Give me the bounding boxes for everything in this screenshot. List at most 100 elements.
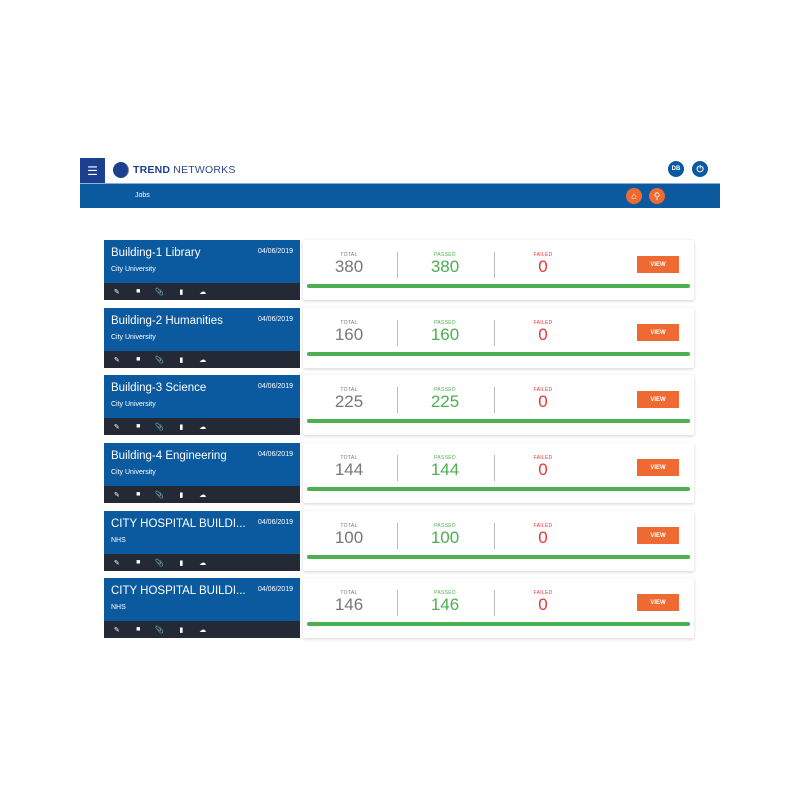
breadcrumb-jobs[interactable]: Jobs	[135, 192, 150, 199]
failed-stat: FAILED 0	[508, 590, 578, 613]
job-header[interactable]: CITY HOSPITAL BUILDI... NHS 04/06/2019 ✎…	[104, 578, 300, 638]
total-value: 380	[334, 257, 364, 276]
document-icon[interactable]: ■	[136, 356, 141, 363]
view-button[interactable]: VIEW	[637, 391, 679, 408]
total-label: TOTAL	[340, 252, 358, 258]
job-organization: City University	[111, 469, 156, 476]
job-header[interactable]: Building-1 Library City University 04/06…	[104, 240, 300, 300]
view-button[interactable]: VIEW	[637, 324, 679, 341]
job-row: Building-3 Science City University 04/06…	[104, 375, 694, 435]
view-button[interactable]: VIEW	[637, 527, 679, 544]
job-actions: ✎ ■ 📎 ▮ ☁	[104, 418, 300, 435]
edit-icon[interactable]: ✎	[113, 356, 120, 364]
progress-bar	[307, 555, 690, 559]
attachment-icon[interactable]: 📎	[155, 559, 165, 567]
menu-icon[interactable]: ☰	[80, 158, 105, 183]
edit-icon[interactable]: ✎	[113, 626, 120, 634]
total-stat: TOTAL 100	[314, 523, 384, 546]
network-logo-icon	[113, 162, 129, 178]
attachment-icon[interactable]: 📎	[155, 491, 165, 499]
delete-icon[interactable]: ▮	[179, 356, 184, 364]
failed-label: FAILED	[533, 252, 553, 258]
view-button[interactable]: VIEW	[637, 459, 679, 476]
search-icon[interactable]: ⚲	[649, 188, 665, 204]
total-value: 160	[334, 325, 364, 344]
cloud-upload-icon[interactable]: ☁	[199, 559, 207, 567]
job-name: Building-3 Science	[111, 382, 207, 394]
brand-rest: NETWORKS	[170, 164, 236, 176]
divider	[397, 252, 398, 278]
job-stats-card: TOTAL 225 PASSED 225 FAILED 0 VIEW	[303, 375, 694, 435]
passed-stat: PASSED 380	[410, 252, 480, 275]
passed-label: PASSED	[434, 523, 456, 529]
total-label: TOTAL	[340, 387, 358, 393]
view-button[interactable]: VIEW	[637, 256, 679, 273]
user-avatar[interactable]: DB	[668, 161, 684, 177]
edit-icon[interactable]: ✎	[113, 491, 120, 499]
cloud-upload-icon[interactable]: ☁	[199, 288, 207, 296]
failed-label: FAILED	[533, 455, 553, 461]
document-icon[interactable]: ■	[136, 423, 141, 430]
brand-bold: TREND	[133, 164, 171, 176]
failed-label: FAILED	[533, 590, 553, 596]
job-row: Building-4 Engineering City University 0…	[104, 443, 694, 503]
job-header[interactable]: Building-2 Humanities City University 04…	[104, 308, 300, 368]
failed-stat: FAILED 0	[508, 455, 578, 478]
power-icon[interactable]: ⏻	[692, 161, 708, 177]
job-name: Building-2 Humanities	[111, 315, 223, 327]
delete-icon[interactable]: ▮	[179, 491, 184, 499]
job-date: 04/06/2019	[257, 519, 293, 526]
progress-bar	[307, 352, 690, 356]
top-bar: ☰ TREND NETWORKS DB ⏻	[80, 158, 720, 183]
cloud-upload-icon[interactable]: ☁	[199, 491, 207, 499]
home-icon[interactable]: ⌂	[626, 188, 642, 204]
failed-value: 0	[538, 528, 548, 547]
failed-label: FAILED	[533, 523, 553, 529]
passed-stat: PASSED 225	[410, 387, 480, 410]
passed-stat: PASSED 146	[410, 590, 480, 613]
cloud-upload-icon[interactable]: ☁	[199, 356, 207, 364]
divider	[494, 387, 495, 413]
job-name: CITY HOSPITAL BUILDI...	[111, 518, 246, 530]
job-row: Building-2 Humanities City University 04…	[104, 308, 694, 368]
delete-icon[interactable]: ▮	[179, 559, 184, 567]
job-header[interactable]: CITY HOSPITAL BUILDI... NHS 04/06/2019 ✎…	[104, 511, 300, 571]
progress-bar	[307, 284, 690, 288]
attachment-icon[interactable]: 📎	[155, 423, 165, 431]
attachment-icon[interactable]: 📎	[155, 288, 165, 296]
cloud-upload-icon[interactable]: ☁	[199, 626, 207, 634]
edit-icon[interactable]: ✎	[113, 288, 120, 296]
cloud-upload-icon[interactable]: ☁	[199, 423, 207, 431]
total-label: TOTAL	[340, 590, 358, 596]
document-icon[interactable]: ■	[136, 559, 141, 566]
total-stat: TOTAL 225	[314, 387, 384, 410]
document-icon[interactable]: ■	[136, 626, 141, 633]
divider	[494, 523, 495, 549]
job-actions: ✎ ■ 📎 ▮ ☁	[104, 351, 300, 368]
total-stat: TOTAL 144	[314, 455, 384, 478]
view-button[interactable]: VIEW	[637, 594, 679, 611]
edit-icon[interactable]: ✎	[113, 423, 120, 431]
delete-icon[interactable]: ▮	[179, 626, 184, 634]
document-icon[interactable]: ■	[136, 288, 141, 295]
divider	[397, 523, 398, 549]
divider	[397, 590, 398, 616]
total-stat: TOTAL 160	[314, 320, 384, 343]
job-header[interactable]: Building-4 Engineering City University 0…	[104, 443, 300, 503]
attachment-icon[interactable]: 📎	[155, 356, 165, 364]
attachment-icon[interactable]: 📎	[155, 626, 165, 634]
delete-icon[interactable]: ▮	[179, 423, 184, 431]
progress-bar	[307, 622, 690, 626]
document-icon[interactable]: ■	[136, 491, 141, 498]
failed-value: 0	[538, 325, 548, 344]
job-date: 04/06/2019	[257, 316, 293, 323]
passed-value: 225	[430, 392, 460, 411]
job-header[interactable]: Building-3 Science City University 04/06…	[104, 375, 300, 435]
job-actions: ✎ ■ 📎 ▮ ☁	[104, 486, 300, 503]
passed-label: PASSED	[434, 252, 456, 258]
edit-icon[interactable]: ✎	[113, 559, 120, 567]
total-value: 146	[334, 595, 364, 614]
delete-icon[interactable]: ▮	[179, 288, 184, 296]
total-label: TOTAL	[340, 320, 358, 326]
passed-label: PASSED	[434, 320, 456, 326]
